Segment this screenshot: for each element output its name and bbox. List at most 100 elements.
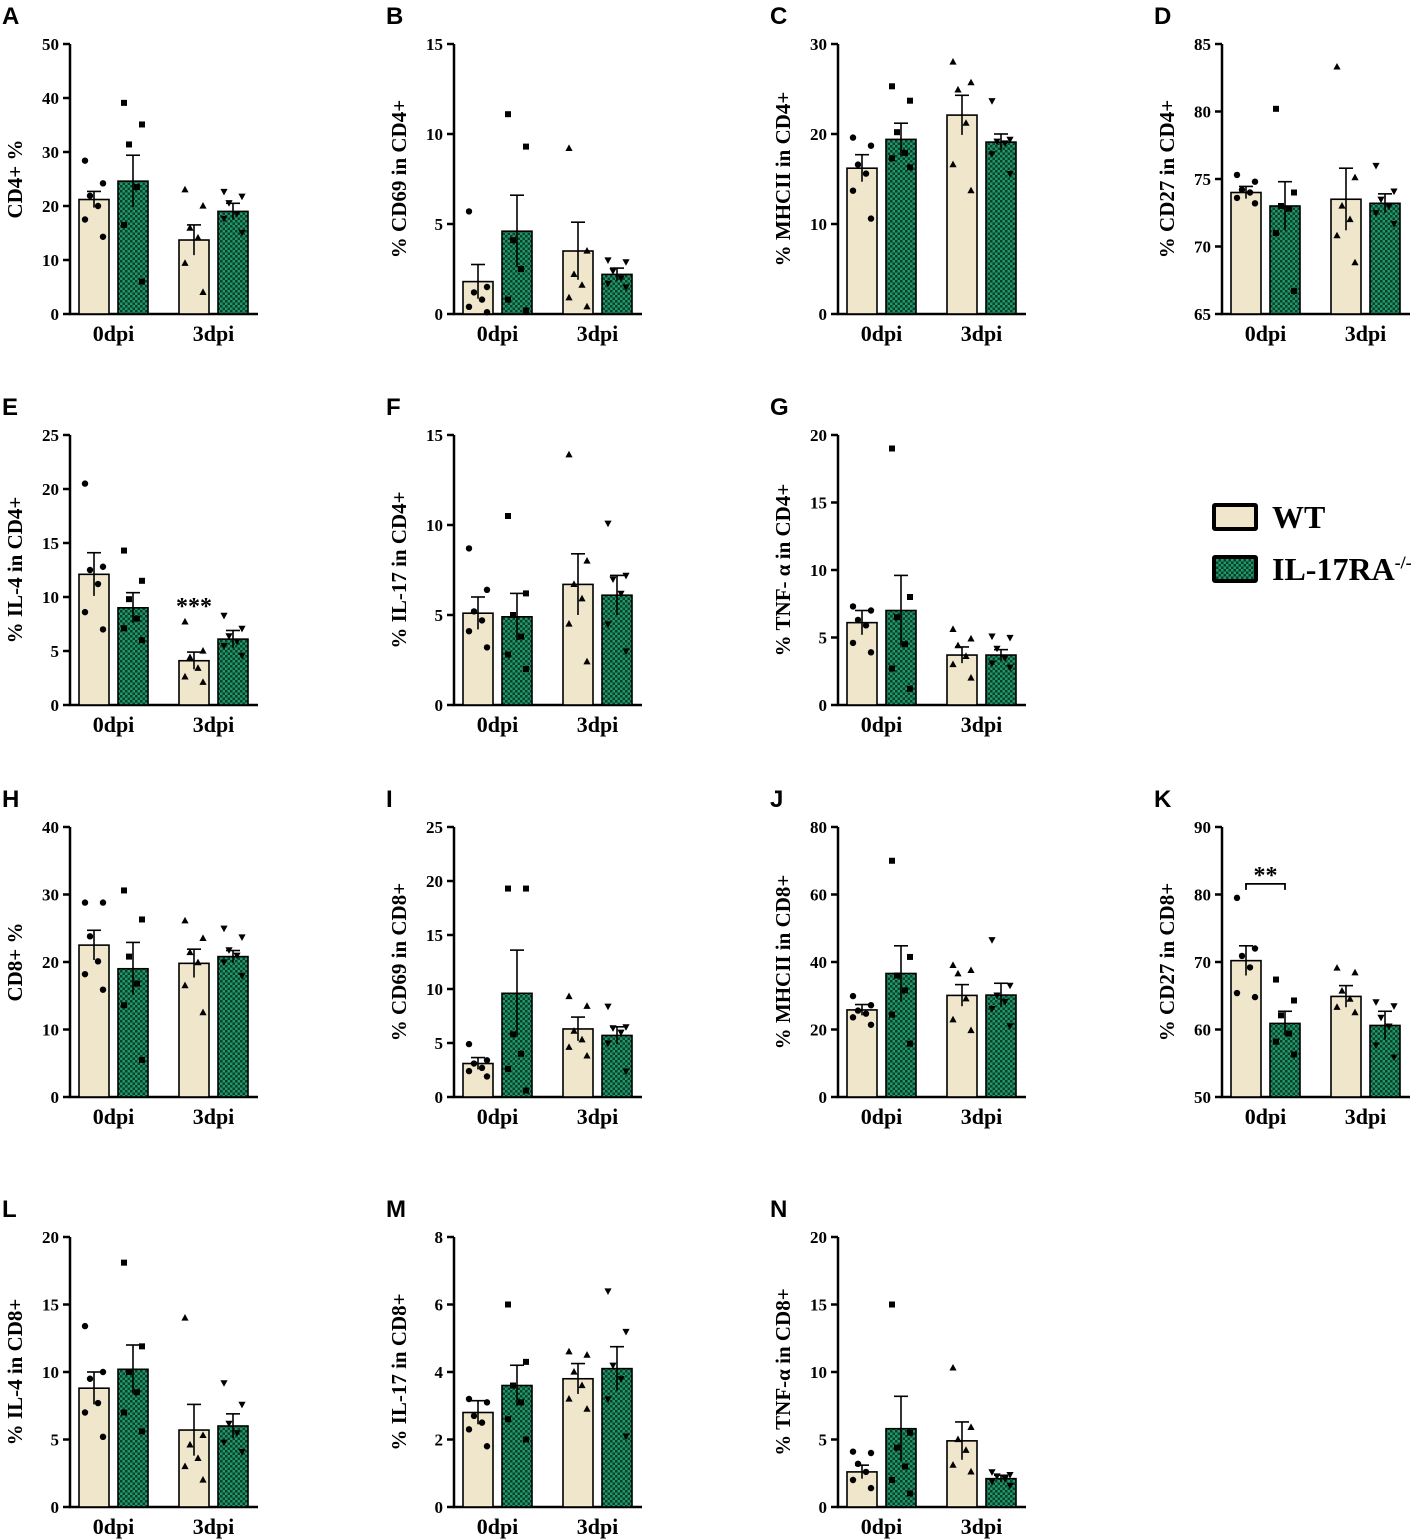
data-point — [134, 1389, 140, 1396]
data-point — [889, 155, 895, 162]
data-point — [949, 160, 957, 168]
data-point — [1291, 189, 1297, 196]
data-point — [505, 651, 511, 658]
y-tick-label: 15 — [426, 926, 443, 945]
data-point — [470, 1412, 478, 1420]
data-point — [570, 580, 578, 587]
data-point — [1390, 1003, 1398, 1010]
data-point — [139, 1056, 145, 1063]
data-point — [86, 566, 94, 574]
data-point — [604, 520, 612, 528]
data-point — [523, 666, 529, 672]
data-point — [94, 958, 102, 965]
y-tick-label: 15 — [810, 494, 827, 513]
y-tick-label: 6 — [435, 1296, 444, 1315]
data-point — [988, 1478, 996, 1486]
bar-ko-0dpi — [1269, 1022, 1301, 1098]
data-point — [583, 1351, 591, 1358]
data-point — [1006, 1482, 1014, 1490]
data-point — [988, 98, 996, 105]
data-point — [894, 972, 900, 979]
data-point — [194, 664, 202, 671]
y-axis-label: % CD27 in CD8+ — [1155, 883, 1179, 1041]
x-category-label: 3dpi — [193, 1104, 235, 1129]
y-tick-label: 30 — [42, 886, 59, 905]
data-point — [604, 621, 612, 628]
data-point — [505, 1416, 511, 1423]
chart-panel-k: K % CD27 in CD8+ 50 60 70 80 90 0dpi 3dpi ** — [1154, 786, 1410, 1129]
data-point — [1291, 997, 1297, 1004]
data-point — [1390, 188, 1398, 196]
chart-panel-m: M % IL-17 in CD8+ 0 2 4 6 8 0dpi 3dpi — [386, 1196, 642, 1539]
data-point — [1390, 1054, 1398, 1062]
data-point — [604, 1396, 612, 1403]
data-point — [854, 616, 862, 624]
data-point — [967, 186, 975, 194]
panel-letter: M — [386, 1196, 406, 1223]
data-point — [1233, 194, 1241, 202]
data-point — [238, 652, 246, 660]
data-point — [1246, 964, 1254, 971]
data-point — [962, 119, 970, 126]
data-point — [1351, 173, 1359, 181]
data-point — [867, 607, 875, 614]
data-point — [604, 1288, 612, 1295]
y-axis-label: % CD69 in CD8+ — [387, 883, 411, 1041]
data-point — [121, 1002, 127, 1009]
y-tick-label: 0 — [51, 1088, 60, 1107]
data-point — [949, 660, 957, 668]
data-point — [134, 615, 140, 622]
y-tick-label: 25 — [426, 818, 443, 837]
data-point — [565, 992, 573, 1000]
data-point — [907, 594, 913, 600]
data-point — [510, 612, 516, 618]
bar-ko-3dpi — [601, 1034, 633, 1098]
y-tick-label: 15 — [42, 534, 59, 553]
data-point — [609, 1362, 617, 1370]
panel-letter: D — [1154, 3, 1171, 30]
data-point — [523, 143, 529, 150]
data-point — [186, 224, 194, 231]
data-point — [465, 1395, 473, 1403]
data-point — [993, 138, 1001, 146]
bar-wt-0dpi — [846, 621, 878, 706]
y-tick-label: 0 — [51, 696, 60, 715]
data-point — [86, 192, 94, 199]
data-point — [1251, 993, 1259, 1001]
data-point — [1351, 258, 1359, 266]
data-point — [962, 652, 970, 659]
y-axis-label: % IL-17 in CD8+ — [387, 1293, 411, 1450]
chart-panel-c: C % MHCII in CD4+ 0 10 20 30 0dpi 3dpi — [770, 3, 1026, 346]
y-axis-label: % IL-4 in CD4+ — [3, 497, 27, 644]
data-point — [86, 933, 94, 940]
y-tick-label: 70 — [1194, 953, 1211, 972]
data-point — [220, 215, 228, 223]
data-point — [1001, 140, 1009, 147]
data-point — [583, 1051, 591, 1059]
data-point — [134, 184, 140, 191]
significance-label: ** — [1254, 863, 1278, 889]
data-point — [988, 633, 996, 641]
data-point — [949, 1461, 957, 1468]
data-point — [609, 1025, 617, 1032]
data-point — [849, 603, 857, 610]
data-point — [94, 1399, 102, 1407]
data-point — [889, 665, 895, 672]
y-tick-label: 0 — [51, 305, 60, 324]
data-point — [849, 992, 857, 1000]
data-point — [889, 857, 895, 864]
panel-letter: E — [2, 394, 18, 421]
data-point — [505, 885, 511, 892]
data-point — [510, 1031, 516, 1038]
y-tick-label: 0 — [819, 1088, 828, 1107]
data-point — [1006, 664, 1014, 672]
data-point — [617, 1376, 625, 1383]
data-point — [510, 1382, 516, 1389]
y-tick-label: 5 — [819, 1431, 828, 1450]
x-category-label: 3dpi — [577, 1514, 619, 1539]
y-tick-label: 80 — [1194, 886, 1211, 905]
y-tick-label: 20 — [810, 1228, 827, 1247]
data-point — [181, 672, 189, 680]
data-point — [1351, 968, 1359, 976]
